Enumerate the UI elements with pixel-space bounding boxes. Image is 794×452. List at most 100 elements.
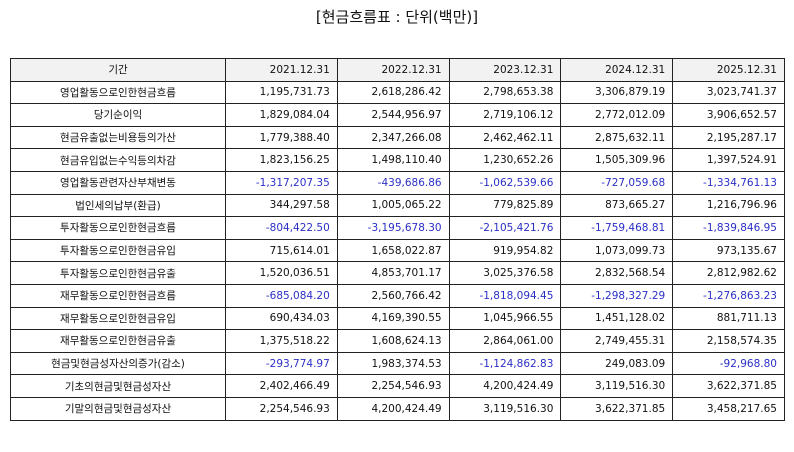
table-cell: 715,614.01 — [225, 238, 338, 263]
table-cell: 1,045,966.55 — [448, 306, 562, 331]
table-cell: 2,875,632.11 — [560, 125, 674, 150]
table-cell: 1,520,036.51 — [225, 261, 338, 285]
table-cell: 1,451,128.02 — [560, 306, 674, 331]
column-header-date: 2025.12.31 — [672, 58, 785, 82]
table-cell: -727,059.68 — [560, 170, 674, 195]
table-row: 영업활동으로인한현금흐름 1,195,731.73 2,618,286.42 2,79… — [10, 80, 785, 105]
table-row: 현금유출없는비용등의가산 1,779,388.40 2,347,266.08 2,46… — [10, 125, 785, 150]
table-cell: 2,560,766.42 — [336, 283, 450, 308]
table-cell: 881,711.13 — [672, 306, 785, 331]
table-cell: -1,062,539.66 — [448, 170, 562, 195]
column-header-date: 2024.12.31 — [560, 58, 674, 82]
table-row: 당기순이익 1,829,084.04 2,544,956.97 2,719,106.1… — [10, 103, 785, 127]
table-cell: 2,832,568.54 — [560, 261, 674, 285]
table-cell: -1,334,761.13 — [672, 170, 785, 195]
table-cell: 1,397,524.91 — [672, 148, 785, 172]
table-header-row: 기간 2021.12.31 2022.12.31 2023.12.31 2024… — [10, 58, 785, 82]
table-cell: 3,306,879.19 — [560, 80, 674, 105]
table-cell: 1,829,084.04 — [225, 103, 338, 127]
row-label: 법인세의납부(환급) — [10, 193, 226, 218]
table-row: 현금유입없는수익등의차감 1,823,156.25 1,498,110.40 1,23… — [10, 148, 785, 172]
table-row: 기말의현금및현금성자산 2,254,546.93 4,200,424.49 3,119… — [10, 396, 785, 421]
row-label: 기초의현금및현금성자산 — [10, 374, 226, 398]
table-cell: 1,823,156.25 — [225, 148, 338, 172]
table-row: 투자활동으로인한현금흐름 -804,422.50 -3,195,678.30 -2,1… — [10, 216, 785, 240]
cash-flow-table: 기간 2021.12.31 2022.12.31 2023.12.31 2024… — [10, 58, 785, 421]
table-cell: -1,759,468.81 — [560, 216, 674, 240]
table-cell: -293,774.97 — [225, 351, 338, 376]
table-cell: -1,276,863.23 — [672, 283, 785, 308]
table-cell: 2,544,956.97 — [336, 103, 450, 127]
table-cell: 1,005,065.22 — [336, 193, 450, 218]
table-cell: 2,195,287.17 — [672, 125, 785, 150]
table-cell: 3,025,376.58 — [448, 261, 562, 285]
table-cell: 1,658,022.87 — [336, 238, 450, 263]
column-header-period: 기간 — [10, 58, 226, 82]
table-cell: 3,458,217.65 — [672, 396, 785, 421]
table-cell: 2,618,286.42 — [336, 80, 450, 105]
table-cell: 2,772,012.09 — [560, 103, 674, 127]
column-header-date: 2021.12.31 — [225, 58, 338, 82]
table-cell: -92,968.80 — [672, 351, 785, 376]
table-cell: 2,749,455.31 — [560, 329, 674, 353]
row-label: 기말의현금및현금성자산 — [10, 396, 226, 421]
table-cell: 3,622,371.85 — [560, 396, 674, 421]
table-cell: 2,254,546.93 — [225, 396, 338, 421]
table-row: 기초의현금및현금성자산 2,402,466.49 2,254,546.93 4,200… — [10, 374, 785, 398]
table-cell: 873,665.27 — [560, 193, 674, 218]
table-row: 재무활동으로인한현금흐름 -685,084.20 2,560,766.42 -1,81… — [10, 283, 785, 308]
row-label: 투자활동으로인한현금흐름 — [10, 216, 226, 240]
table-cell: 3,119,516.30 — [560, 374, 674, 398]
table-cell: 2,402,466.49 — [225, 374, 338, 398]
table-row: 투자활동으로인한현금유입 715,614.01 1,658,022.87 919,95… — [10, 238, 785, 263]
table-cell: 779,825.89 — [448, 193, 562, 218]
table-cell: 2,462,462.11 — [448, 125, 562, 150]
table-cell: -3,195,678.30 — [336, 216, 450, 240]
table-row: 법인세의납부(환급) 344,297.58 1,005,065.22 779,825.… — [10, 193, 785, 218]
table-cell: 2,864,061.00 — [448, 329, 562, 353]
row-label: 당기순이익 — [10, 103, 226, 127]
table-cell: -439,686.86 — [336, 170, 450, 195]
table-cell: 1,779,388.40 — [225, 125, 338, 150]
table-cell: -1,839,846.95 — [672, 216, 785, 240]
table-cell: 4,200,424.49 — [448, 374, 562, 398]
table-cell: 2,254,546.93 — [336, 374, 450, 398]
table-cell: -1,818,094.45 — [448, 283, 562, 308]
row-label: 현금유출없는비용등의가산 — [10, 125, 226, 150]
table-cell: 1,195,731.73 — [225, 80, 338, 105]
column-header-date: 2023.12.31 — [448, 58, 562, 82]
table-cell: 1,375,518.22 — [225, 329, 338, 353]
row-label: 재무활동으로인한현금흐름 — [10, 283, 226, 308]
table-cell: 1,505,309.96 — [560, 148, 674, 172]
table-cell: 3,906,652.57 — [672, 103, 785, 127]
row-label: 현금유입없는수익등의차감 — [10, 148, 226, 172]
table-cell: 1,230,652.26 — [448, 148, 562, 172]
row-label: 영업활동으로인한현금흐름 — [10, 80, 226, 105]
row-label: 재무활동으로인한현금유입 — [10, 306, 226, 331]
table-cell: -685,084.20 — [225, 283, 338, 308]
table-cell: 3,119,516.30 — [448, 396, 562, 421]
table-cell: 2,812,982.62 — [672, 261, 785, 285]
row-label: 현금및현금성자산의증가(감소) — [10, 351, 226, 376]
table-cell: 919,954.82 — [448, 238, 562, 263]
table-cell: 4,853,701.17 — [336, 261, 450, 285]
row-label: 투자활동으로인한현금유입 — [10, 238, 226, 263]
table-row: 재무활동으로인한현금유출 1,375,518.22 1,608,624.13 2,86… — [10, 329, 785, 353]
table-cell: 1,073,099.73 — [560, 238, 674, 263]
table-cell: 3,023,741.37 — [672, 80, 785, 105]
table-cell: -1,317,207.35 — [225, 170, 338, 195]
table-cell: 2,798,653.38 — [448, 80, 562, 105]
table-cell: -1,124,862.83 — [448, 351, 562, 376]
table-cell: 1,498,110.40 — [336, 148, 450, 172]
row-label: 영업활동관련자산부채변동 — [10, 170, 226, 195]
table-cell: 4,169,390.55 — [336, 306, 450, 331]
table-cell: 249,083.09 — [560, 351, 674, 376]
table-cell: 344,297.58 — [225, 193, 338, 218]
table-cell: 690,434.03 — [225, 306, 338, 331]
page-title: [현금흐름표 : 단위(백만)] — [315, 8, 479, 26]
table-cell: -2,105,421.76 — [448, 216, 562, 240]
table-cell: 2,719,106.12 — [448, 103, 562, 127]
table-row: 영업활동관련자산부채변동 -1,317,207.35 -439,686.86 -1,0… — [10, 170, 785, 195]
row-label: 투자활동으로인한현금유출 — [10, 261, 226, 285]
column-header-date: 2022.12.31 — [336, 58, 450, 82]
